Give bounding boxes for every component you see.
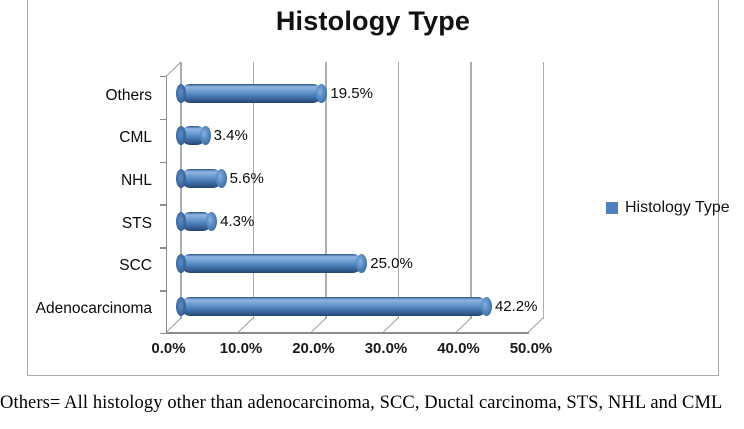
x-axis-tick-label: 10.0% [219,340,263,357]
bar-cap [316,83,328,103]
bar-value-label: 19.5% [330,84,373,102]
y-axis-tick [160,118,166,121]
gridline [542,62,545,319]
bar-cap [176,83,186,103]
y-axis-line [165,76,167,334]
x-axis-tick-label: 40.0% [437,340,480,357]
category-label: CML [119,129,152,147]
gridline [252,62,255,319]
gridline [325,62,327,319]
bar-cap [176,211,186,231]
gridline [470,62,472,319]
category-label: Others [105,86,152,104]
bar-value-label: 25.0% [370,255,413,273]
chart-title: Histology Type [275,6,471,36]
y-axis-tick [160,290,166,292]
bar-sts [181,211,213,231]
bar-cap [176,254,186,274]
x-axis-tick-label: 20.0% [292,340,335,357]
x-axis-line [165,332,529,334]
x-axis-tick-label: 0.0% [151,340,186,357]
bar-cap [206,211,218,231]
bar-scc [181,254,363,274]
category-label: STS [121,214,152,232]
bar-cap [176,126,186,146]
gridline [180,62,182,319]
bar-value-label: 4.3% [220,212,255,230]
legend: Histology Type [606,199,730,217]
y-axis-tick [160,161,166,164]
bar-others [181,83,323,103]
category-label: Adenocarcinoma [35,300,152,317]
bar-value-label: 3.4% [213,127,248,145]
y-axis-tick [160,247,166,249]
y-axis-tick [160,204,166,206]
bar-cap [356,254,368,274]
bar-cap [176,168,186,188]
category-label: SCC [119,257,152,275]
legend-swatch-icon [606,202,618,214]
gridline [397,62,400,319]
bar-value-label: 5.6% [229,169,264,187]
bar-cap [176,297,186,316]
legend-label: Histology Type [625,199,730,216]
bar-adenocarcinoma [181,297,487,316]
bar-cap [199,126,211,146]
x-axis-tick-label: 50.0% [509,340,553,357]
bar-cml [181,126,206,146]
bar-cap [215,168,227,188]
x-axis-tick-label: 30.0% [364,340,408,357]
bar-nhl [181,168,222,188]
category-label: NHL [120,171,152,189]
bar-value-label: 42.2% [494,298,538,315]
bar-cap [480,297,492,316]
footnote: Others= All histology other than adenoca… [0,393,723,413]
y-axis-tick [160,76,166,78]
y-axis-tick [160,332,166,335]
